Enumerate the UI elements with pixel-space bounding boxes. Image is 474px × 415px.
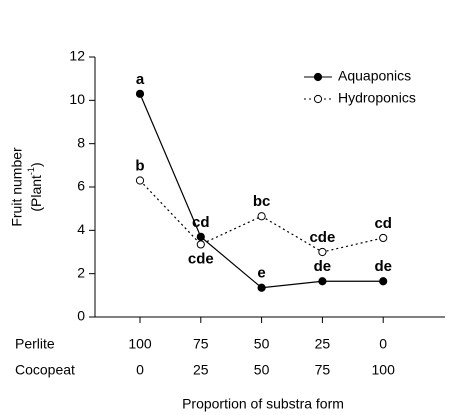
point xyxy=(257,283,266,292)
x-tick-label: 25 xyxy=(315,336,331,352)
y-tick-label: 2 xyxy=(77,264,85,280)
legend-marker xyxy=(313,72,323,82)
x-row-name: Cocopeat xyxy=(15,362,75,378)
y-tick-label: 0 xyxy=(77,308,85,324)
legend-label: Aquaponics xyxy=(338,68,411,84)
letter: de xyxy=(374,258,392,275)
y-tick-label: 12 xyxy=(69,48,85,64)
point xyxy=(379,233,388,243)
y-axis-title: Fruit number xyxy=(9,147,25,227)
point xyxy=(379,277,388,286)
point xyxy=(257,212,266,221)
x-tick-label: 0 xyxy=(379,336,387,352)
legend-label: Hydroponics xyxy=(338,90,416,106)
letter: cde xyxy=(188,250,214,267)
legend-marker xyxy=(313,94,323,104)
series-line xyxy=(139,93,384,289)
x-tick-label: 50 xyxy=(254,362,270,378)
y-tick-label: 4 xyxy=(77,221,85,237)
x-tick-label: 100 xyxy=(372,362,396,378)
unit-close: ) xyxy=(28,162,44,167)
letter: cde xyxy=(309,229,335,246)
y-tick-label: 8 xyxy=(77,134,85,150)
letter: a xyxy=(136,71,145,88)
x-tick-label: 50 xyxy=(254,336,270,352)
letter: cd xyxy=(374,215,392,232)
letter: cd xyxy=(192,214,210,231)
unit-text: (Plant xyxy=(28,175,44,212)
point xyxy=(318,247,327,257)
point xyxy=(135,176,145,185)
letter: b xyxy=(135,157,144,174)
letter: e xyxy=(257,265,265,282)
y-axis-unit: (Plant-1) xyxy=(26,162,43,211)
letter: bc xyxy=(253,193,271,210)
letter: de xyxy=(314,258,332,275)
unit-sup: -1 xyxy=(26,167,36,175)
x-tick-label: 100 xyxy=(128,336,152,352)
point xyxy=(318,277,327,286)
x-row-name: Perlite xyxy=(15,336,55,352)
point xyxy=(196,240,205,249)
y-tick-label: 10 xyxy=(69,91,85,107)
x-tick-label: 0 xyxy=(136,362,144,378)
point xyxy=(135,89,145,98)
x-axis-title: Proportion of substra form xyxy=(182,396,344,412)
x-tick-label: 75 xyxy=(193,336,209,352)
x-tick-label: 25 xyxy=(193,362,209,378)
point xyxy=(196,232,205,241)
x-tick-label: 75 xyxy=(315,362,331,378)
y-tick-label: 6 xyxy=(77,178,85,194)
